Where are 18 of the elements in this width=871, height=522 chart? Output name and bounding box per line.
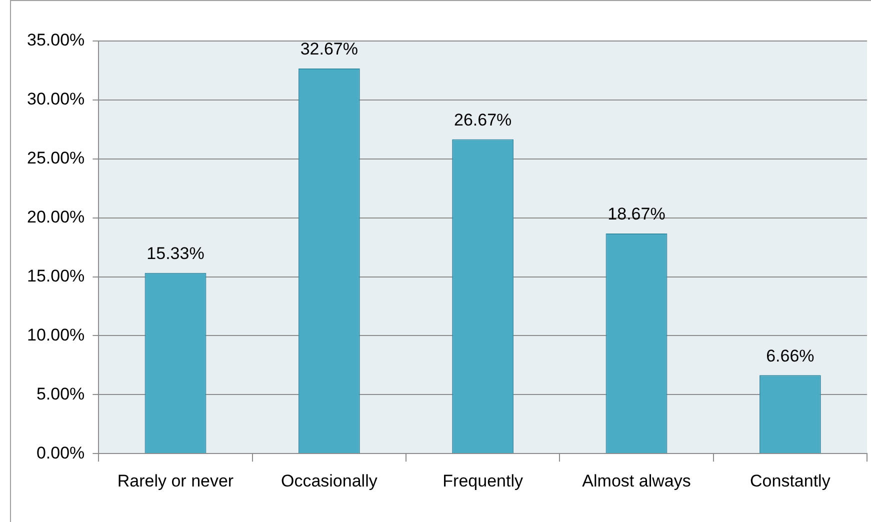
y-tick-label: 10.00% xyxy=(26,325,85,344)
x-tick-label: Rarely or never xyxy=(117,471,234,490)
y-tick-label: 0.00% xyxy=(36,443,85,462)
y-tick-label: 20.00% xyxy=(26,208,85,227)
y-tick-label: 30.00% xyxy=(26,90,85,109)
x-tick-label: Constantly xyxy=(750,471,831,490)
y-tick-label: 5.00% xyxy=(36,384,85,404)
data-label: 32.67% xyxy=(300,40,358,59)
data-label: 6.66% xyxy=(766,346,814,366)
data-label: 26.67% xyxy=(454,110,512,130)
data-label: 15.33% xyxy=(146,244,204,264)
x-tick-label: Almost always xyxy=(582,471,691,490)
x-tick-label: Frequently xyxy=(442,471,524,490)
x-tick-label: Occasionally xyxy=(280,471,378,490)
data-label: 18.67% xyxy=(608,204,666,224)
y-tick-label: 25.00% xyxy=(26,148,85,168)
y-tick-label: 35.00% xyxy=(26,30,85,50)
y-tick-label: 15.00% xyxy=(26,266,85,286)
